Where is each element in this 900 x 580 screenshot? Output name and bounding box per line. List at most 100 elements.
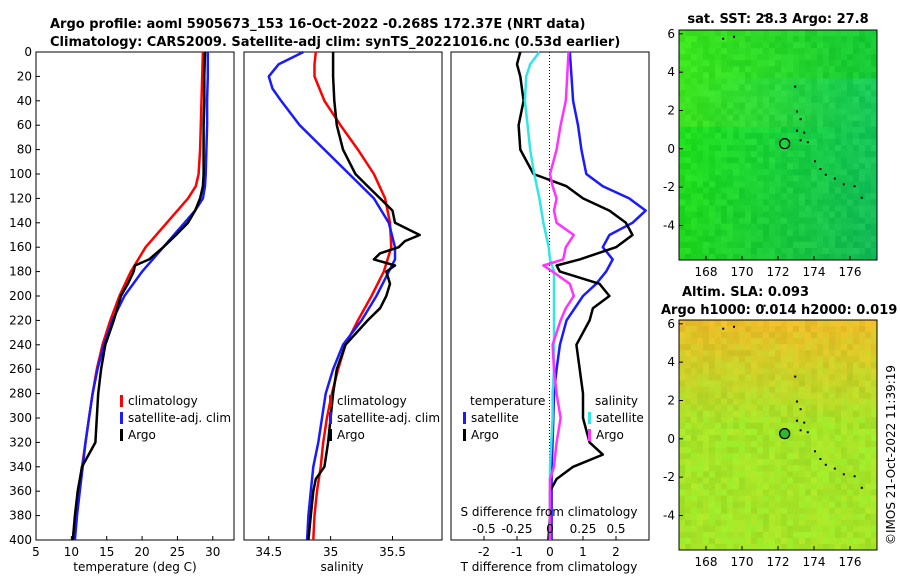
map-cell [763,368,770,375]
map-cell [715,350,722,357]
map-cell [757,66,764,73]
map-cell [745,326,752,333]
map-cell [829,525,836,533]
legend-climatology-swatch [120,395,123,407]
map-cell [703,338,710,345]
map-cell [817,543,824,551]
map-cell [691,519,698,527]
map-cell [835,435,842,442]
island-marker [842,473,845,476]
map-cell [781,223,788,231]
map-cell [787,42,794,49]
map-cell [841,102,848,110]
map-cell [727,525,734,533]
map-cell [763,356,770,363]
map-cell [775,392,782,400]
map-cell [709,537,716,545]
map-cell [811,66,818,73]
map-cell [739,404,746,412]
map-cell [799,163,806,170]
map-cell [733,247,740,255]
map-cell [799,211,806,219]
map-cell [679,78,686,85]
map-cell [763,374,770,381]
map-cell [787,471,794,478]
map-cell [811,513,818,521]
map-cell [679,247,686,255]
map-cell [823,356,830,363]
map-cell [859,114,866,122]
map-cell [727,96,734,104]
map-cell [805,368,812,375]
map-cell [697,151,704,158]
map-cell [781,157,788,164]
map-cell [733,459,740,466]
map-cell [835,495,842,502]
map-cell [859,459,866,466]
map-cell [715,241,722,249]
map-cell [781,181,788,188]
map-cell [781,102,788,110]
map-cell [787,332,794,339]
map-x-tick-label: 170 [731,555,754,569]
map-cell [739,398,746,406]
map-cell [703,471,710,478]
map-cell [679,229,686,237]
map-cell [745,332,752,339]
map-cell [739,489,746,496]
map-cell [769,465,776,472]
map-cell [835,48,842,55]
map-cell [865,229,872,237]
map-cell [679,60,686,67]
map-cell [871,392,878,400]
map-cell [709,477,716,484]
map-cell [727,108,734,116]
map-cell [715,398,722,406]
map-cell [751,477,758,484]
map-cell [781,441,788,448]
map-cell [805,519,812,527]
map-cell [757,102,764,110]
map-cell [787,211,794,219]
map-cell [871,211,878,219]
map-cell [769,102,776,110]
map-cell [709,211,716,219]
map-cell [697,96,704,104]
map-cell [871,175,878,182]
map-cell [715,404,722,412]
map-cell [685,205,692,212]
map-cell [847,217,854,225]
map-cell [805,205,812,212]
map-cell [721,477,728,484]
map-cell [679,138,686,146]
map-cell [805,410,812,418]
map-cell [751,66,758,73]
salinity-legend: climatology satellite-adj. clim Argo [329,394,440,442]
map-cell [775,374,782,381]
map-cell [751,398,758,406]
map-cell [847,96,854,104]
map-cell [805,507,812,515]
map-cell [811,187,818,194]
map-cell [763,175,770,182]
map-cell [751,96,758,104]
map-cell [757,151,764,158]
map-cell [823,181,830,188]
map-cell [781,211,788,219]
map-cell [697,453,704,460]
map-cell [811,42,818,49]
map-cell [775,48,782,55]
island-marker [833,467,836,470]
map-cell [679,392,686,400]
map-cell [799,398,806,406]
sst-heatmap [679,30,878,261]
map-x-tick-label: 168 [695,555,718,569]
map-cell [751,78,758,85]
map-cell [841,145,848,152]
diff-legend-t-argo-swatch [463,429,466,441]
map-cell [697,211,704,219]
map-cell [733,489,740,496]
map-cell [871,507,878,515]
sal-legend-argo-swatch [329,429,332,441]
map-cell [859,471,866,478]
